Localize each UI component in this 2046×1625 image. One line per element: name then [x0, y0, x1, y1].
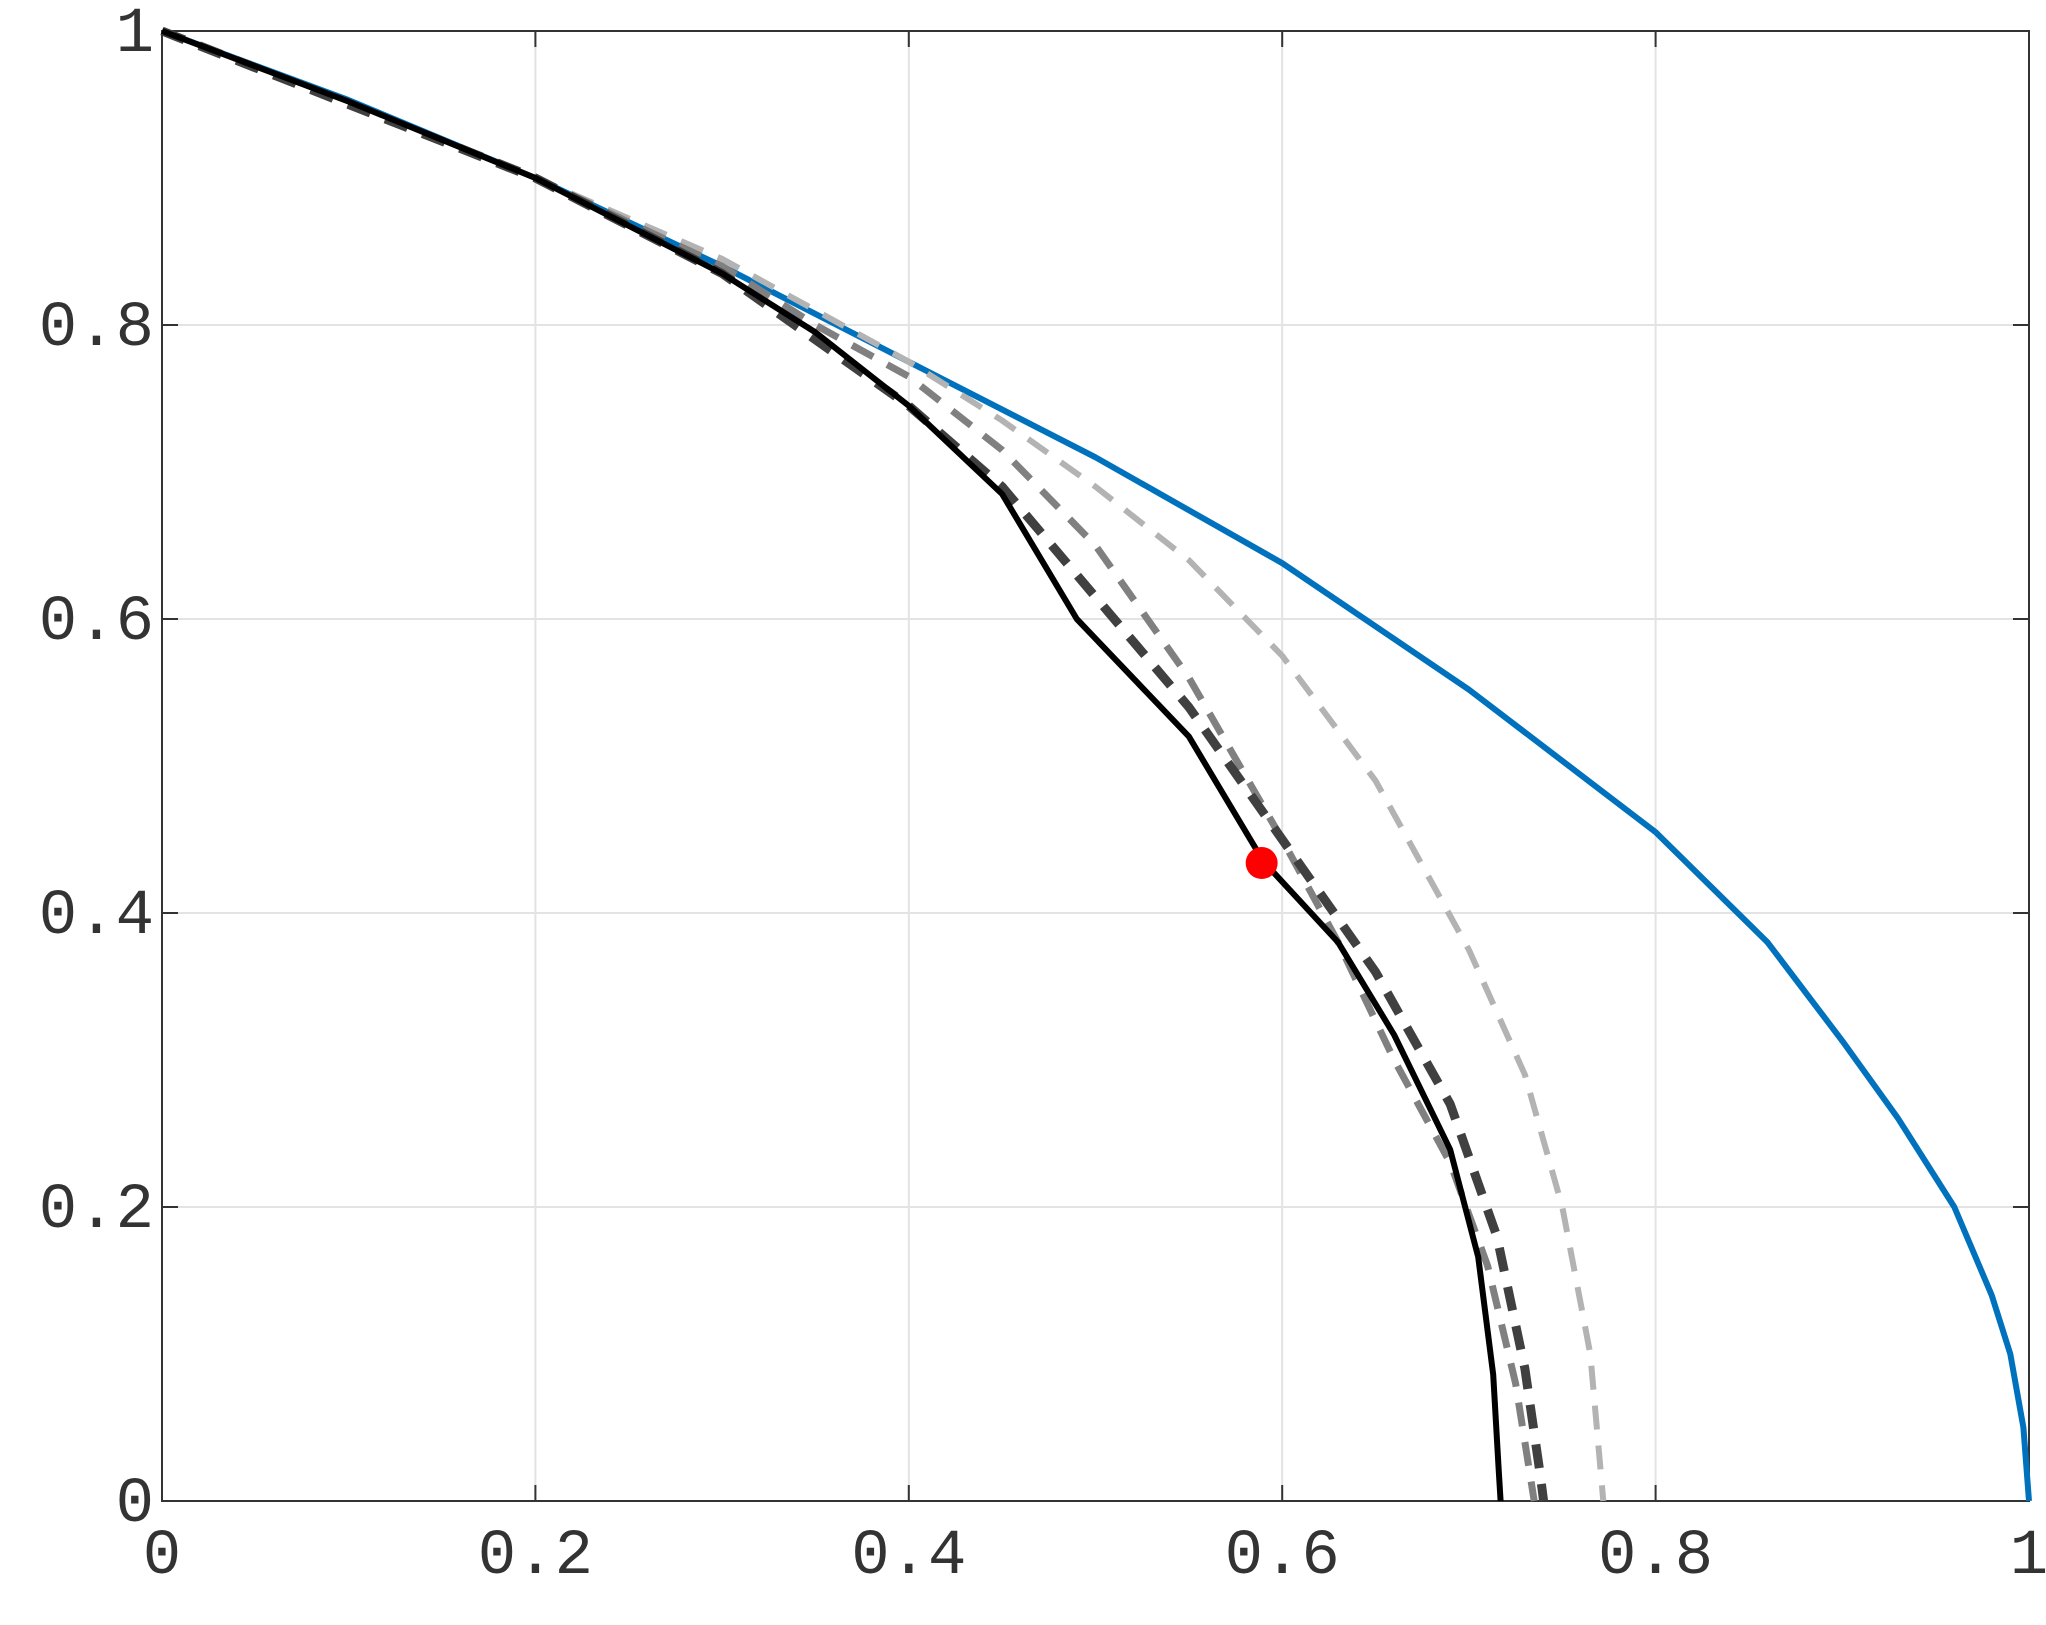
x-tick-label: 0.8	[1598, 1521, 1713, 1593]
line	[160, 26, 1549, 1502]
y-tick-label: 1	[116, 0, 154, 71]
x-tick-label: 1	[2010, 1521, 2046, 1593]
x-tick-label: 0	[143, 1521, 181, 1593]
line	[160, 27, 1538, 1502]
x-tick-label: 0.2	[478, 1521, 593, 1593]
y-tick-label: 0.2	[39, 1175, 154, 1247]
x-tick-label: 0.4	[851, 1521, 966, 1593]
line	[160, 28, 1607, 1502]
line	[160, 28, 1504, 1502]
point	[1245, 847, 1278, 880]
y-tick-label: 0.4	[39, 881, 154, 953]
x-tick-label: 0.6	[1225, 1521, 1340, 1593]
y-tick-label: 0.8	[39, 293, 154, 365]
y-tick-label: 0.6	[39, 587, 154, 659]
y-tick-label: 0	[116, 1469, 154, 1541]
plot-frame	[161, 30, 2030, 1502]
line	[160, 28, 2032, 1502]
